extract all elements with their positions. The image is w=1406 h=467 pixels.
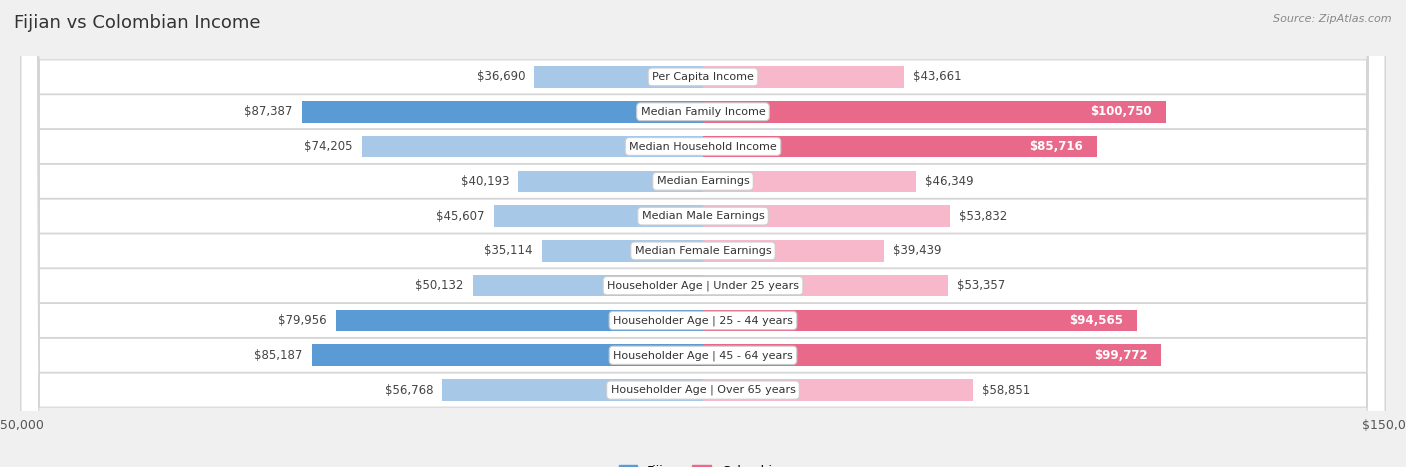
- Text: Householder Age | 45 - 64 years: Householder Age | 45 - 64 years: [613, 350, 793, 361]
- Bar: [336, 310, 703, 331]
- Text: $79,956: $79,956: [278, 314, 326, 327]
- Bar: [519, 170, 703, 192]
- Legend: Fijian, Colombian: Fijian, Colombian: [613, 460, 793, 467]
- Bar: [443, 379, 703, 401]
- Bar: [534, 66, 703, 88]
- Text: $58,851: $58,851: [983, 383, 1031, 396]
- Text: $87,387: $87,387: [245, 105, 292, 118]
- Bar: [302, 101, 703, 122]
- FancyBboxPatch shape: [21, 0, 1385, 467]
- Bar: [703, 205, 950, 227]
- Bar: [363, 136, 703, 157]
- Text: Householder Age | Over 65 years: Householder Age | Over 65 years: [610, 385, 796, 396]
- Text: $74,205: $74,205: [305, 140, 353, 153]
- Text: $35,114: $35,114: [484, 244, 533, 257]
- Text: $46,349: $46,349: [925, 175, 974, 188]
- Text: $85,187: $85,187: [254, 349, 302, 362]
- Text: Median Male Earnings: Median Male Earnings: [641, 211, 765, 221]
- Bar: [703, 310, 1137, 331]
- Text: $56,768: $56,768: [385, 383, 433, 396]
- FancyBboxPatch shape: [21, 0, 1385, 467]
- FancyBboxPatch shape: [21, 0, 1385, 467]
- FancyBboxPatch shape: [21, 0, 1385, 467]
- Text: Per Capita Income: Per Capita Income: [652, 72, 754, 82]
- Text: $53,357: $53,357: [957, 279, 1005, 292]
- Text: $40,193: $40,193: [461, 175, 509, 188]
- FancyBboxPatch shape: [21, 0, 1385, 467]
- FancyBboxPatch shape: [21, 0, 1385, 467]
- Text: $36,690: $36,690: [477, 71, 526, 84]
- Text: $45,607: $45,607: [436, 210, 484, 223]
- Bar: [703, 240, 884, 262]
- Bar: [703, 275, 948, 297]
- Text: $85,716: $85,716: [1029, 140, 1083, 153]
- Bar: [494, 205, 703, 227]
- Bar: [703, 170, 915, 192]
- Text: Median Female Earnings: Median Female Earnings: [634, 246, 772, 256]
- Text: Householder Age | Under 25 years: Householder Age | Under 25 years: [607, 281, 799, 291]
- Text: $99,772: $99,772: [1094, 349, 1147, 362]
- FancyBboxPatch shape: [21, 0, 1385, 467]
- Text: Median Household Income: Median Household Income: [628, 142, 778, 151]
- Text: Median Family Income: Median Family Income: [641, 107, 765, 117]
- FancyBboxPatch shape: [21, 0, 1385, 467]
- FancyBboxPatch shape: [21, 0, 1385, 467]
- Text: $43,661: $43,661: [912, 71, 962, 84]
- Bar: [472, 275, 703, 297]
- Text: Source: ZipAtlas.com: Source: ZipAtlas.com: [1274, 14, 1392, 24]
- FancyBboxPatch shape: [21, 0, 1385, 467]
- Bar: [703, 379, 973, 401]
- Bar: [703, 101, 1166, 122]
- Text: Householder Age | 25 - 44 years: Householder Age | 25 - 44 years: [613, 315, 793, 326]
- Bar: [541, 240, 703, 262]
- Text: Median Earnings: Median Earnings: [657, 177, 749, 186]
- Bar: [703, 136, 1097, 157]
- Bar: [703, 345, 1161, 366]
- Text: $100,750: $100,750: [1090, 105, 1152, 118]
- Text: Fijian vs Colombian Income: Fijian vs Colombian Income: [14, 14, 260, 32]
- Text: $53,832: $53,832: [959, 210, 1008, 223]
- Text: $94,565: $94,565: [1070, 314, 1123, 327]
- Text: $50,132: $50,132: [415, 279, 464, 292]
- Bar: [312, 345, 703, 366]
- Text: $39,439: $39,439: [893, 244, 942, 257]
- Bar: [703, 66, 904, 88]
